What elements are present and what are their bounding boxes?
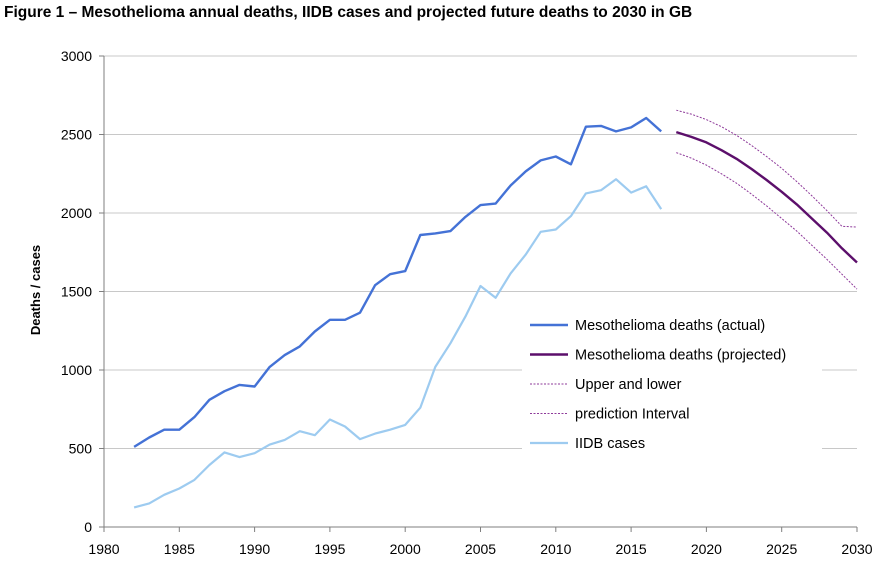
y-tick-label: 1500 [61, 284, 92, 300]
chart-title: Figure 1 – Mesothelioma annual deaths, I… [4, 4, 693, 21]
y-tick-labels: 0 500 1000 1500 2000 2500 3000 [61, 48, 92, 535]
series-line-3 [676, 152, 858, 290]
y-tick-label: 2000 [61, 205, 92, 221]
x-tick-labels: 1980 1985 1990 1995 2000 2005 2010 2015 2020 2025… [88, 541, 872, 557]
x-tick-label: 1995 [314, 541, 345, 557]
y-tick-label: 500 [69, 441, 93, 457]
y-tick-label: 1000 [61, 362, 92, 378]
series-line-0 [133, 116, 662, 448]
legend-label-3: prediction Interval [575, 407, 689, 423]
y-tick-label: 2500 [61, 127, 92, 143]
axes [99, 55, 858, 532]
legend-label-0: Mesothelioma deaths (actual) [575, 318, 765, 334]
x-tick-label: 1990 [239, 541, 270, 557]
legend-label-1: Mesothelioma deaths (projected) [575, 348, 786, 364]
x-tick-label: 2030 [841, 541, 872, 557]
y-tick-label: 3000 [61, 48, 92, 64]
x-tick-label: 2025 [766, 541, 797, 557]
series-line-4 [133, 178, 663, 509]
series-line-2 [676, 109, 858, 228]
x-tick-label: 1980 [88, 541, 119, 557]
y-axis-label: Deaths / cases [28, 245, 43, 335]
legend-label-2: Upper and lower [575, 377, 682, 393]
series-line-1 [675, 130, 858, 264]
series-lines [133, 109, 858, 509]
legend: Mesothelioma deaths (actual) Mesothelioma… [530, 318, 786, 452]
x-tick-label: 2010 [540, 541, 571, 557]
legend-label-4: IIDB cases [575, 436, 645, 452]
y-tick-label: 0 [84, 519, 92, 535]
x-tick-label: 1985 [164, 541, 195, 557]
x-tick-label: 2015 [616, 541, 647, 557]
x-tick-label: 2020 [691, 541, 722, 557]
x-tick-label: 2005 [465, 541, 496, 557]
legend-background [522, 310, 822, 462]
x-tick-label: 2000 [390, 541, 421, 557]
